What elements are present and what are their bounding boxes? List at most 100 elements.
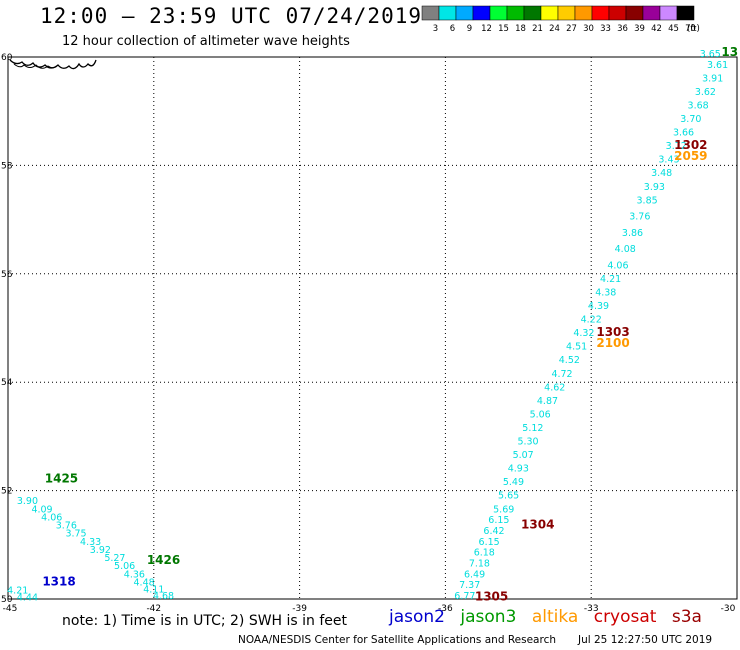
legend-bin-label: 30 xyxy=(583,24,594,34)
data-point-label: 4.51 xyxy=(566,342,587,353)
pass-time-label: 1304 xyxy=(521,518,554,532)
data-point-label: 5.65 xyxy=(498,491,519,502)
satellite-legend: jason2 jason3 altika cryosat s3a xyxy=(389,607,712,627)
data-point-label: 5.49 xyxy=(503,477,524,488)
data-point-label: 6.18 xyxy=(474,548,495,559)
data-point-label: 5.06 xyxy=(114,561,135,572)
data-point-label: 4.36 xyxy=(124,569,145,580)
data-point-label: 6.49 xyxy=(464,569,485,580)
data-point-label: 4.62 xyxy=(544,382,565,393)
legend-swatch xyxy=(540,5,559,21)
legend-swatch xyxy=(472,5,491,21)
legend-bin-label: 36 xyxy=(617,24,628,34)
data-point-label: 4.93 xyxy=(508,464,529,475)
data-point-label: 3.76 xyxy=(56,521,77,532)
data-point-label: 4.39 xyxy=(588,301,609,312)
data-point-label: 3.75 xyxy=(65,529,86,540)
legend-swatch xyxy=(438,5,457,21)
data-point-label: 6.77 xyxy=(454,591,475,602)
legend-bin-label: 42 xyxy=(651,24,662,34)
data-point-label: 5.12 xyxy=(522,423,543,434)
legend-swatch xyxy=(421,5,440,21)
pass-time-label: 2059 xyxy=(674,149,707,163)
legend-unit-label: (ft) xyxy=(687,24,700,34)
legend-bin-label: 45 xyxy=(668,24,679,34)
pass-time-label: 1305 xyxy=(475,590,508,604)
data-point-label: 4.21 xyxy=(7,586,28,597)
legend-swatch xyxy=(659,5,678,21)
satellite-jason2: jason2 xyxy=(389,607,445,627)
data-point-label: 4.68 xyxy=(153,591,174,602)
legend-swatch xyxy=(574,5,593,21)
data-point-label: 3.43 xyxy=(658,155,679,166)
y-tick-label: 56 xyxy=(1,270,13,280)
satellite-s3a: s3a xyxy=(671,607,702,627)
data-point-label: 4.44 xyxy=(17,593,38,604)
legend-swatch xyxy=(506,5,525,21)
data-point-label: 4.87 xyxy=(537,396,558,407)
legend-swatch xyxy=(676,5,695,21)
data-point-label: 4.09 xyxy=(31,504,52,515)
satellite-altika: altika xyxy=(531,607,579,627)
plot-frame xyxy=(7,56,738,600)
satellite-jason3: jason3 xyxy=(460,607,517,627)
legend-swatch xyxy=(523,5,542,21)
pass-time-label: 1426 xyxy=(147,553,180,567)
data-point-label: 4.38 xyxy=(595,287,616,298)
x-tick-label: -42 xyxy=(146,604,161,614)
data-point-label: 4.33 xyxy=(80,537,101,548)
legend-bin-label: 18 xyxy=(515,24,526,34)
chart-subtitle: 12 hour collection of altimeter wave hei… xyxy=(62,34,350,49)
footer-note: note: 1) Time is in UTC; 2) SWH is in fe… xyxy=(62,613,348,629)
data-point-label: 3.70 xyxy=(680,114,701,125)
data-point-label: 3.91 xyxy=(702,73,723,84)
data-point-label: 5.30 xyxy=(517,437,538,448)
data-point-label: 3.65 xyxy=(700,49,721,60)
y-tick-label: 54 xyxy=(1,378,13,388)
credit-text: NOAA/NESDIS Center for Satellite Applica… xyxy=(238,634,556,646)
pass-time-label: 1318 xyxy=(42,574,75,588)
data-point-label: 4.11 xyxy=(143,584,164,595)
data-point-label: 4.06 xyxy=(607,260,628,271)
legend-swatch xyxy=(625,5,644,21)
pass-time-label: 1303 xyxy=(596,325,629,339)
legend-bin-label: 6 xyxy=(450,24,455,34)
data-point-label: 4.52 xyxy=(559,355,580,366)
data-point-label: 3.68 xyxy=(688,100,709,111)
data-point-label: 3.62 xyxy=(695,87,716,98)
x-tick-label: -39 xyxy=(292,604,307,614)
data-point-label: 4.72 xyxy=(551,369,572,380)
data-point-label: 5.06 xyxy=(530,409,551,420)
data-point-label: 4.22 xyxy=(581,315,602,326)
legend-bin-label: 24 xyxy=(549,24,560,34)
data-point-label: 3.48 xyxy=(651,168,672,179)
legend-bin-label: 9 xyxy=(467,24,472,34)
data-point-label: 4.48 xyxy=(134,577,155,588)
legend-bin-label: 15 xyxy=(498,24,509,34)
legend-bin-label: 27 xyxy=(566,24,577,34)
chart-title: 12:00 — 23:59 UTC 07/24/2019 xyxy=(40,4,423,28)
legend-swatch xyxy=(489,5,508,21)
y-tick-label: 60 xyxy=(1,53,13,63)
x-tick-label: -30 xyxy=(721,604,736,614)
data-point-label: 3.76 xyxy=(629,212,650,223)
legend-swatch xyxy=(591,5,610,21)
satellite-cryosat: cryosat xyxy=(593,607,657,627)
legend-swatch xyxy=(557,5,576,21)
data-point-label: 5.69 xyxy=(493,504,514,515)
coastline xyxy=(13,63,59,69)
data-point-label: 3.72 xyxy=(666,141,687,152)
pass-time-label: 1425 xyxy=(45,471,78,485)
data-point-label: 3.61 xyxy=(707,60,728,71)
legend-swatch xyxy=(642,5,661,21)
pass-time-label: 2100 xyxy=(596,336,629,350)
data-point-label: 3.66 xyxy=(673,128,694,139)
x-tick-label: -36 xyxy=(438,604,453,614)
data-point-label: 6.15 xyxy=(488,515,509,526)
y-tick-label: 50 xyxy=(1,595,13,605)
data-point-label: 4.08 xyxy=(615,244,636,255)
data-point-label: 4.32 xyxy=(573,328,594,339)
pass-time-label: 13 xyxy=(721,45,738,59)
legend-bin-label: 12 xyxy=(481,24,492,34)
